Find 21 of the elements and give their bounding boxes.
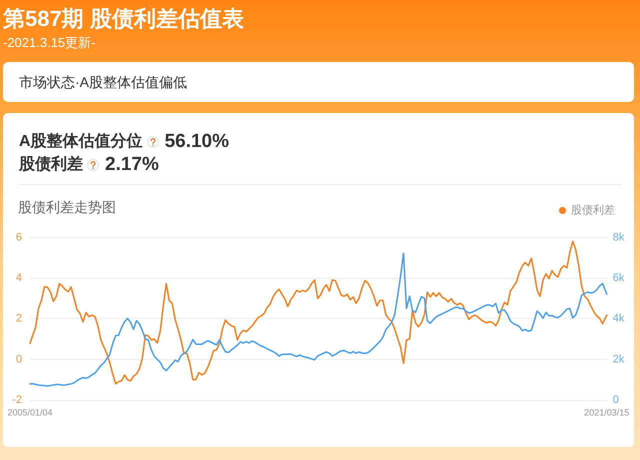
text: 市场状态·A股整体估值偏低 [19, 73, 187, 91]
x-tick-label: 2021/03/15 [584, 408, 630, 418]
y2-tick-label: 4k [612, 312, 625, 325]
y-tick-label: 2 [16, 312, 22, 325]
y-tick-label: 0 [16, 353, 22, 366]
y2-tick-label: 6k [612, 272, 625, 284]
chart-title: 第587期 股债利差估值表 [3, 5, 244, 33]
x-tick-label: 2005/01/04 [7, 408, 53, 418]
y2-tick-label: 2k [612, 353, 625, 366]
text: A股整体估值分位 [19, 132, 143, 152]
y2-tick-label: 8k [612, 231, 625, 244]
legend-label: 股债利差 [571, 204, 615, 216]
y-tick-label: 4 [16, 272, 22, 284]
y-tick-label: -2 [12, 394, 22, 406]
text: 2.17% [105, 154, 159, 176]
y-tick-label: 6 [16, 231, 22, 244]
text: 股债利差 [19, 155, 83, 175]
chart-subtitle: -2021.3.15更新- [3, 35, 96, 51]
text: 股债利差走势图 [18, 198, 116, 216]
text: 56.10% [164, 131, 230, 153]
y2-tick-label: 0 [612, 394, 619, 406]
